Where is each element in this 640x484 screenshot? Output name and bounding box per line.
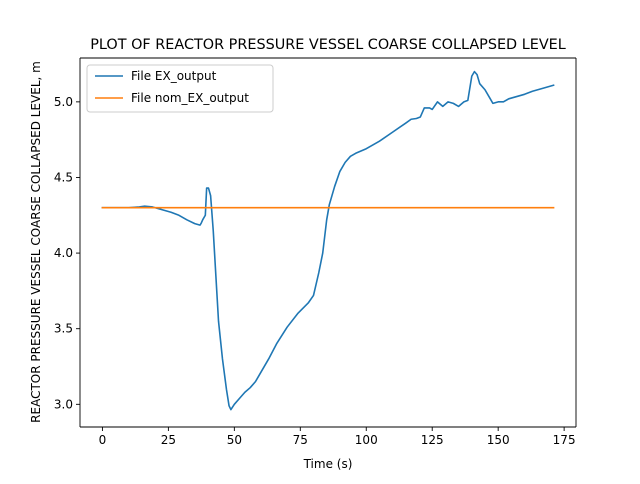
y-tick-label: 4.0 [54,246,73,260]
x-tick-label: 125 [421,433,444,447]
x-tick-label: 150 [487,433,510,447]
x-tick-label: 50 [227,433,242,447]
x-tick-label: 75 [293,433,308,447]
y-tick-label: 5.0 [54,95,73,109]
y-tick-label: 3.0 [54,397,73,411]
series-line-1 [101,70,555,411]
y-tick-label: 4.5 [54,170,73,184]
chart-title: PLOT OF REACTOR PRESSURE VESSEL COARSE C… [90,37,566,53]
legend: File EX_output File nom_EX_output [86,64,274,113]
y-tick-label: 3.5 [54,322,73,336]
x-tick-label: 0 [99,433,107,447]
x-tick-label: 25 [161,433,176,447]
legend-frame [86,64,274,113]
x-axis-label: Time (s) [303,457,353,471]
x-tick-label: 100 [355,433,378,447]
legend-label-2: File nom_EX_output [131,91,249,105]
x-tick-label: 175 [553,433,576,447]
legend-label-1: File EX_output [131,69,217,83]
y-axis-label: REACTOR PRESSURE VESSEL COARSE COLLAPSED… [29,61,43,423]
plot-area: 0 25 50 75 100 125 150 175 3.0 3.5 4.0 4.5 5.0 [54,57,577,447]
